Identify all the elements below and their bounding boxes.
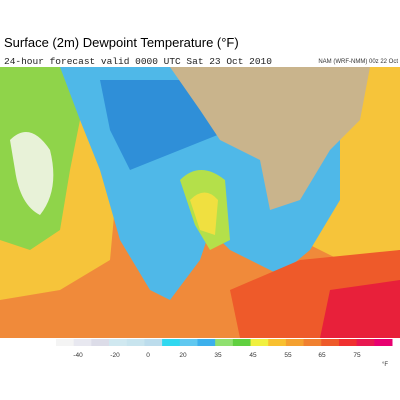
plume-core — [10, 132, 54, 215]
colorbar-swatch — [285, 339, 305, 346]
colorbar-label: 55 — [284, 352, 292, 359]
colorbar-swatch — [356, 339, 375, 346]
colorbar-swatch — [338, 339, 358, 346]
colorbar-label: 35 — [214, 352, 222, 359]
map — [0, 67, 400, 338]
colorbar-swatch — [303, 339, 322, 346]
colorbar-label: 45 — [249, 352, 257, 359]
colorbar-swatch — [73, 339, 92, 346]
colorbar-swatch — [109, 339, 128, 346]
colorbar-swatch — [215, 339, 234, 346]
colorbar-label: 0 — [146, 352, 150, 359]
colorbar-labels: -40 -20 0 20 35 45 55 65 75 — [73, 352, 361, 359]
colorbar-label: -40 — [73, 352, 83, 359]
legend-unit: °F — [382, 362, 388, 368]
title: Surface (2m) Dewpoint Temperature (°F) — [4, 35, 239, 50]
colorbar-swatch — [144, 339, 163, 346]
colorbar-swatch — [91, 339, 110, 346]
colorbar-swatch — [162, 339, 181, 346]
colorbar-swatch — [250, 339, 269, 346]
colorbar — [56, 339, 393, 346]
colorbar-swatch — [321, 339, 340, 346]
colorbar-swatch — [197, 339, 216, 346]
tropics — [320, 280, 400, 338]
colorbar-label: -20 — [110, 352, 120, 359]
colorbar-swatch — [179, 339, 198, 346]
colorbar-swatch — [232, 339, 252, 346]
colorbar-swatch — [56, 339, 75, 346]
canada-land — [170, 67, 370, 210]
colorbar-label: 20 — [179, 352, 187, 359]
colorbar-swatch — [374, 339, 393, 346]
model-label: NAM (WRF-NMM) 00z 22 Oct — [318, 59, 398, 65]
gulf-tongue-core — [190, 192, 218, 235]
colorbar-swatch — [268, 339, 287, 346]
colorbar-label: 75 — [353, 352, 361, 359]
subtitle: 24-hour forecast valid 0000 UTC Sat 23 O… — [4, 56, 272, 67]
colorbar-swatch — [126, 339, 145, 346]
colorbar-label: 65 — [318, 352, 326, 359]
